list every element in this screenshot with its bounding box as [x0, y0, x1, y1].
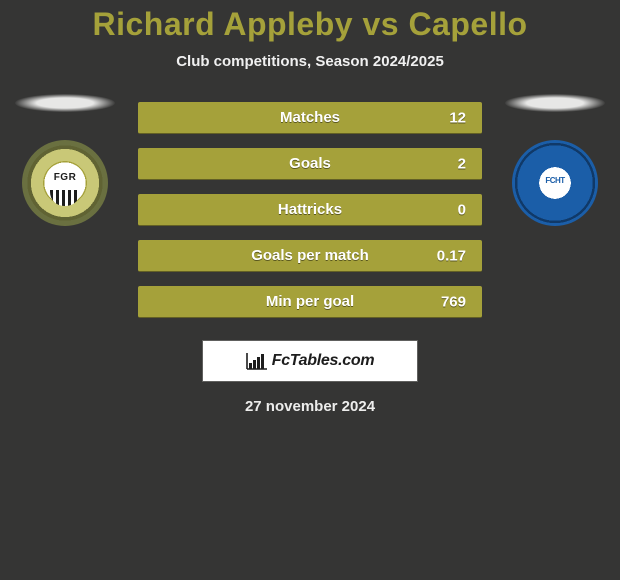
date-line: 27 november 2024: [0, 398, 620, 415]
comparison-card: Richard Appleby vs Capello Club competit…: [0, 0, 620, 415]
stat-bar-hattricks: Hattricks 0: [138, 194, 482, 226]
stat-label: Hattricks: [278, 201, 342, 218]
stat-right-value: 769: [441, 293, 466, 310]
page-title: Richard Appleby vs Capello: [0, 6, 620, 43]
stat-right-value: 0: [458, 201, 466, 218]
stat-right-value: 12: [449, 109, 466, 126]
stat-bar-goals: Goals 2: [138, 148, 482, 180]
stat-right-value: 2: [458, 155, 466, 172]
main-row: Matches 12 Goals 2 Hattricks 0 Goals per…: [0, 94, 620, 318]
right-player-column: [500, 94, 610, 226]
right-club-badge: [512, 140, 598, 226]
stat-bar-mpg: Min per goal 769: [138, 286, 482, 318]
stat-label: Goals per match: [251, 247, 369, 264]
player-shadow: [505, 94, 605, 112]
left-player-column: [10, 94, 120, 226]
stat-label: Goals: [289, 155, 331, 172]
stat-bar-gpm: Goals per match 0.17: [138, 240, 482, 272]
stat-label: Min per goal: [266, 293, 354, 310]
brand-text: FcTables.com: [272, 352, 375, 370]
brand-box[interactable]: FcTables.com: [202, 340, 418, 382]
stat-label: Matches: [280, 109, 340, 126]
stat-bar-matches: Matches 12: [138, 102, 482, 134]
left-club-badge: [22, 140, 108, 226]
page-subtitle: Club competitions, Season 2024/2025: [0, 53, 620, 70]
player-shadow: [15, 94, 115, 112]
bar-chart-icon: [246, 352, 268, 370]
stat-right-value: 0.17: [437, 247, 466, 264]
stats-column: Matches 12 Goals 2 Hattricks 0 Goals per…: [120, 94, 500, 318]
